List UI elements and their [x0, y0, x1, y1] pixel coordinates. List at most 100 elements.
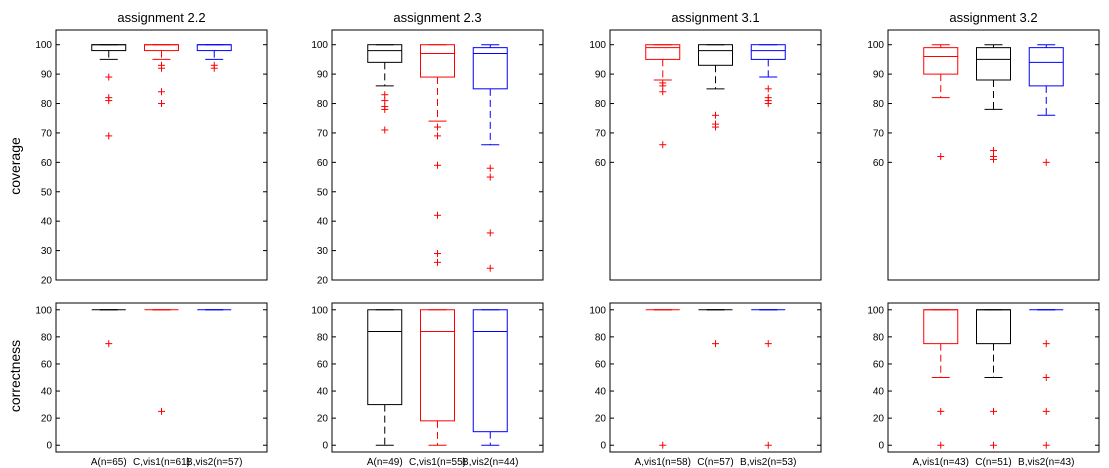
- outlier-point: [990, 155, 997, 163]
- outlier-point: [105, 73, 113, 81]
- ytick-label: 60: [873, 359, 885, 370]
- outlier-point: [659, 88, 667, 96]
- ytick-label: 40: [595, 387, 607, 398]
- ytick-label: 60: [595, 359, 607, 370]
- outlier-point: [210, 64, 218, 72]
- panel-3: assignment 3.1 60 70 80 90 100: [589, 10, 822, 281]
- ytick-label: 100: [35, 40, 52, 51]
- iqr-box: [750, 44, 786, 60]
- panel-title: assignment 2.2: [117, 10, 205, 25]
- panel-title: assignment 3.2: [949, 10, 1037, 25]
- ytick-label: 90: [41, 70, 53, 81]
- outlier-point: [937, 152, 945, 160]
- category-label: B,vis2(n=44): [462, 457, 518, 468]
- box-2: [420, 44, 455, 266]
- ytick-label: 80: [873, 332, 885, 343]
- panel-8: 0 20 40 60 80 100 A,vis1(n=43) C(n=51) B,vis2(n=…: [867, 302, 1100, 468]
- ytick-label: 40: [317, 217, 329, 228]
- ytick-label: 60: [41, 158, 53, 169]
- ytick-label: 30: [317, 246, 329, 257]
- iqr-box: [472, 309, 508, 433]
- ytick-label: 40: [41, 387, 53, 398]
- ytick-label: 80: [595, 332, 607, 343]
- ytick-label: 50: [317, 187, 329, 198]
- axes-frame: [887, 302, 1100, 453]
- outlier-point: [381, 126, 389, 134]
- ytick-label: 20: [41, 276, 53, 287]
- panel-title: assignment 2.3: [393, 10, 481, 25]
- box-3: [751, 309, 786, 449]
- ytick-label: 80: [317, 332, 329, 343]
- iqr-box: [923, 309, 959, 345]
- outlier-point: [990, 441, 997, 449]
- category-label: A,vis1(n=43): [913, 457, 969, 468]
- outlier-point: [486, 173, 494, 181]
- outlier-point: [937, 441, 945, 449]
- ytick-label: 50: [41, 187, 53, 198]
- box-1: [91, 309, 126, 348]
- box-2: [976, 309, 1011, 449]
- iqr-box: [645, 44, 681, 60]
- outlier-point: [434, 132, 441, 140]
- category-label: C(n=51): [975, 457, 1011, 468]
- outlier-point: [764, 340, 772, 348]
- category-label: A,vis1(n=58): [635, 457, 691, 468]
- ytick-label: 80: [317, 99, 329, 110]
- iqr-box: [367, 44, 403, 63]
- ytick-label: 80: [41, 332, 53, 343]
- axes-frame: [609, 29, 822, 281]
- ytick-label: 70: [317, 128, 329, 139]
- outlier-point: [434, 161, 441, 169]
- outlier-point: [105, 132, 113, 140]
- category-label: C(n=57): [697, 457, 733, 468]
- box-2: [420, 309, 455, 446]
- axes-frame: [55, 302, 268, 453]
- ytick-label: 100: [589, 305, 606, 316]
- outlier-point: [486, 164, 494, 172]
- category-label: C,vis1(n=55): [409, 457, 466, 468]
- box-3: [472, 309, 508, 446]
- panel-1: assignment 2.2 20 30 40 50 60 70 80 90 100: [35, 10, 268, 287]
- category-label: B,vis2(n=57): [186, 457, 242, 468]
- ytick-label: 60: [317, 359, 329, 370]
- ytick-label: 40: [317, 387, 329, 398]
- ytick-label: 90: [595, 70, 607, 81]
- iqr-box: [144, 44, 179, 52]
- ytick-label: 20: [41, 414, 53, 425]
- outlier-point: [712, 123, 719, 131]
- panel-6: 0 20 40 60 80 100 A(n=49) C,vis1(n=55)B,vis2(n=…: [311, 302, 544, 468]
- panel-2: assignment 2.3 20 30 40 50 60 70 80 90 100: [311, 10, 544, 287]
- panels: assignment 2.22030405060708090100assignm…: [35, 10, 1100, 468]
- box-1: [923, 309, 959, 449]
- ytick-label: 100: [35, 305, 52, 316]
- iqr-box: [420, 44, 455, 78]
- outlier-point: [434, 250, 441, 258]
- iqr-box: [1028, 47, 1064, 87]
- box-1: [367, 309, 403, 446]
- ytick-label: 20: [595, 414, 607, 425]
- box-2: [698, 309, 733, 348]
- ytick-label: 100: [589, 40, 606, 51]
- outlier-point: [659, 441, 667, 449]
- box-1: [923, 44, 959, 160]
- ytick-label: 20: [317, 414, 329, 425]
- ytick-label: 0: [322, 441, 328, 452]
- outlier-point: [486, 264, 494, 272]
- axes-frame: [55, 29, 268, 281]
- panel-4: assignment 3.2 60 70 80 90 100: [867, 10, 1100, 281]
- outlier-point: [659, 82, 667, 90]
- iqr-box: [472, 47, 508, 90]
- box-2: [976, 44, 1011, 163]
- outlier-point: [712, 340, 719, 348]
- outlier-point: [158, 100, 165, 108]
- panel-5: 0 20 40 60 80 100 A(n=65) C,vis1(n=61)B,vis2(n=…: [35, 302, 268, 468]
- iqr-box: [976, 309, 1011, 345]
- outlier-point: [1042, 407, 1050, 415]
- box-1: [645, 44, 681, 149]
- ytick-label: 80: [41, 99, 53, 110]
- ytick-label: 40: [873, 387, 885, 398]
- ytick-label: 100: [867, 40, 884, 51]
- iqr-box: [976, 47, 1011, 81]
- outlier-point: [764, 100, 772, 108]
- outlier-point: [381, 105, 389, 113]
